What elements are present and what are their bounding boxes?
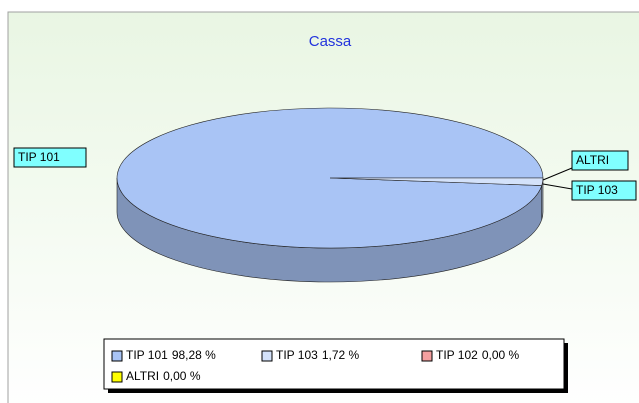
callout-label: TIP 103 — [576, 183, 618, 197]
callout-label: ALTRI — [576, 153, 609, 167]
legend-value: 98,28 % — [172, 348, 216, 362]
callout-box — [571, 180, 637, 201]
legend-value: 0,00 % — [163, 369, 201, 383]
legend-items: TIP 101 98,28 % TIP 103 1,72 % TIP 102 0,00 %… — [111, 348, 520, 383]
legend-swatch — [111, 350, 123, 362]
pie — [116, 107, 544, 283]
callout-box — [13, 147, 87, 168]
legend — [103, 338, 565, 390]
legend-swatch — [421, 350, 433, 362]
legend-name: TIP 103 — [276, 348, 318, 362]
leader-line — [542, 167, 573, 181]
legend-label: TIP 101 98,28 % — [126, 348, 216, 362]
legend-label: TIP 103 1,72 % — [276, 348, 360, 362]
leader-line — [542, 183, 573, 190]
pie-slice — [116, 107, 544, 249]
callouts: TIP 101 ALTRI TIP 103 — [13, 147, 637, 201]
pie-slice — [329, 177, 544, 186]
legend-name: TIP 101 — [126, 348, 168, 362]
legend-value: 0,00 % — [482, 348, 520, 362]
callout-box — [571, 150, 629, 171]
legend-name: ALTRI — [126, 369, 159, 383]
legend-value: 1,72 % — [322, 348, 360, 362]
legend-swatch — [261, 350, 273, 362]
legend-label: ALTRI 0,00 % — [126, 369, 201, 383]
legend-label: TIP 102 0,00 % — [436, 348, 520, 362]
chart-title: Cassa — [309, 33, 352, 50]
legend-name: TIP 102 — [436, 348, 478, 362]
legend-swatch — [111, 371, 123, 383]
callout-label: TIP 101 — [18, 150, 60, 164]
